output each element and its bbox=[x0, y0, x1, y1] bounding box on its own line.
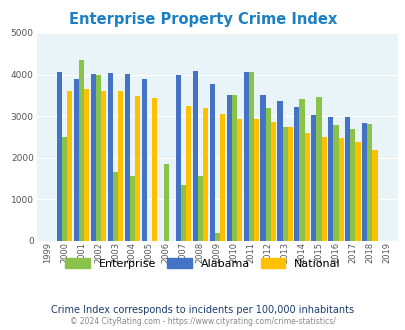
Bar bbox=[304, 133, 309, 241]
Bar bbox=[282, 127, 287, 241]
Bar bbox=[74, 79, 79, 241]
Text: Enterprise Property Crime Index: Enterprise Property Crime Index bbox=[69, 12, 336, 26]
Bar bbox=[253, 119, 258, 241]
Text: © 2024 CityRating.com - https://www.cityrating.com/crime-statistics/: © 2024 CityRating.com - https://www.city… bbox=[70, 317, 335, 326]
Bar bbox=[321, 137, 326, 241]
Legend: Enterprise, Alabama, National: Enterprise, Alabama, National bbox=[61, 254, 344, 273]
Bar bbox=[202, 108, 207, 241]
Bar bbox=[248, 72, 253, 241]
Bar bbox=[175, 76, 180, 241]
Bar bbox=[101, 91, 106, 241]
Bar bbox=[294, 108, 299, 241]
Bar bbox=[57, 72, 62, 241]
Bar bbox=[151, 98, 157, 241]
Bar bbox=[315, 97, 321, 241]
Bar bbox=[209, 84, 214, 241]
Bar bbox=[299, 99, 304, 241]
Bar bbox=[67, 91, 72, 241]
Bar bbox=[338, 138, 343, 241]
Bar bbox=[226, 94, 231, 241]
Bar bbox=[163, 164, 168, 241]
Bar bbox=[84, 89, 89, 241]
Bar bbox=[265, 108, 270, 241]
Bar bbox=[277, 101, 282, 241]
Bar bbox=[355, 142, 360, 241]
Bar bbox=[118, 91, 123, 241]
Bar bbox=[185, 106, 190, 241]
Bar bbox=[197, 176, 202, 241]
Bar bbox=[180, 185, 185, 241]
Bar bbox=[219, 115, 224, 241]
Bar bbox=[91, 74, 96, 241]
Bar bbox=[134, 96, 140, 241]
Bar bbox=[141, 79, 147, 241]
Bar bbox=[260, 95, 265, 241]
Bar bbox=[270, 121, 275, 241]
Bar bbox=[361, 123, 367, 241]
Text: Crime Index corresponds to incidents per 100,000 inhabitants: Crime Index corresponds to incidents per… bbox=[51, 305, 354, 315]
Bar bbox=[371, 149, 377, 241]
Bar bbox=[79, 60, 84, 241]
Bar bbox=[243, 72, 248, 241]
Bar bbox=[236, 119, 241, 241]
Bar bbox=[124, 74, 130, 241]
Bar bbox=[192, 71, 197, 241]
Bar bbox=[311, 115, 315, 241]
Bar bbox=[328, 117, 333, 241]
Bar bbox=[214, 233, 219, 241]
Bar bbox=[62, 137, 67, 241]
Bar bbox=[107, 73, 113, 241]
Bar bbox=[130, 176, 134, 241]
Bar bbox=[350, 129, 355, 241]
Bar bbox=[231, 95, 236, 241]
Bar bbox=[344, 117, 350, 241]
Bar bbox=[287, 127, 292, 241]
Bar bbox=[367, 124, 371, 241]
Bar bbox=[333, 125, 338, 241]
Bar bbox=[113, 172, 118, 241]
Bar bbox=[96, 75, 101, 241]
